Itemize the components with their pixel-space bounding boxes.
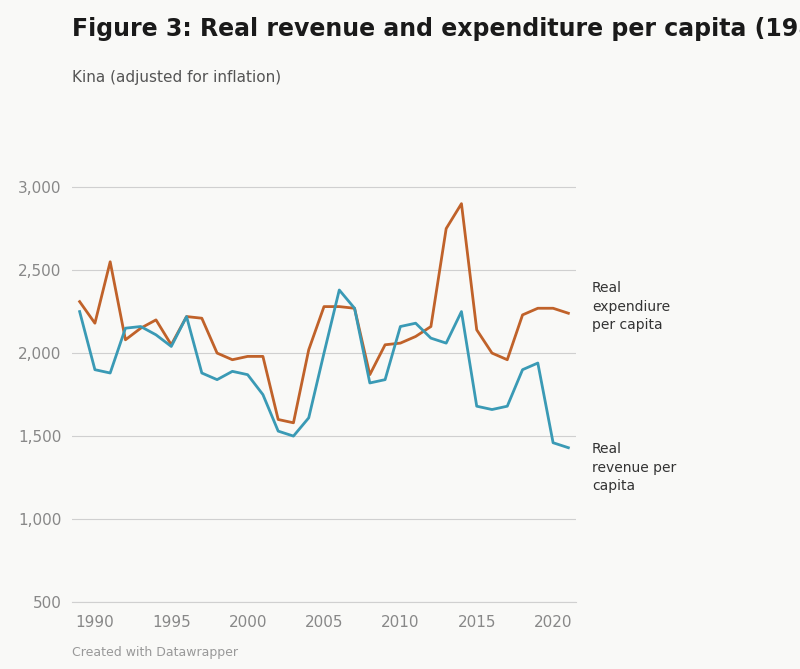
- Text: Kina (adjusted for inflation): Kina (adjusted for inflation): [72, 70, 281, 85]
- Text: Figure 3: Real revenue and expenditure per capita (1989–2021): Figure 3: Real revenue and expenditure p…: [72, 17, 800, 41]
- Text: Real
expendiure
per capita: Real expendiure per capita: [592, 281, 670, 332]
- Text: Created with Datawrapper: Created with Datawrapper: [72, 646, 238, 659]
- Text: Real
revenue per
capita: Real revenue per capita: [592, 442, 676, 493]
